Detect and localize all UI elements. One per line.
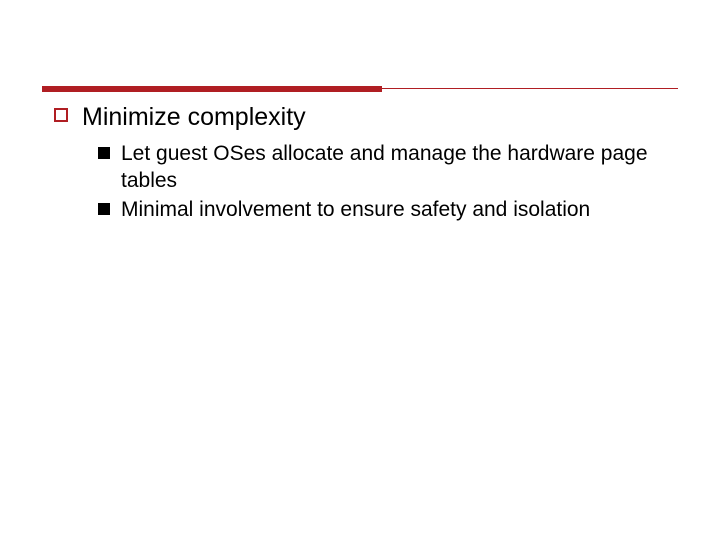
outline-level2-group: Let guest OSes allocate and manage the h… bbox=[98, 141, 678, 224]
outline-level2-text: Minimal involvement to ensure safety and… bbox=[121, 197, 590, 224]
outline-level1-text: Minimize complexity bbox=[82, 102, 306, 133]
rule-thin-segment bbox=[382, 88, 678, 89]
hollow-square-bullet-icon bbox=[54, 108, 68, 122]
outline-level2-text: Let guest OSes allocate and manage the h… bbox=[121, 141, 678, 195]
outline-level2-item: Let guest OSes allocate and manage the h… bbox=[98, 141, 678, 195]
filled-square-bullet-icon bbox=[98, 147, 110, 159]
slide-content: Minimize complexity Let guest OSes alloc… bbox=[42, 102, 678, 226]
outline-level1-item: Minimize complexity bbox=[54, 102, 678, 133]
horizontal-rule bbox=[42, 86, 678, 92]
filled-square-bullet-icon bbox=[98, 203, 110, 215]
rule-thick-segment bbox=[42, 86, 382, 92]
outline-level2-item: Minimal involvement to ensure safety and… bbox=[98, 197, 678, 224]
